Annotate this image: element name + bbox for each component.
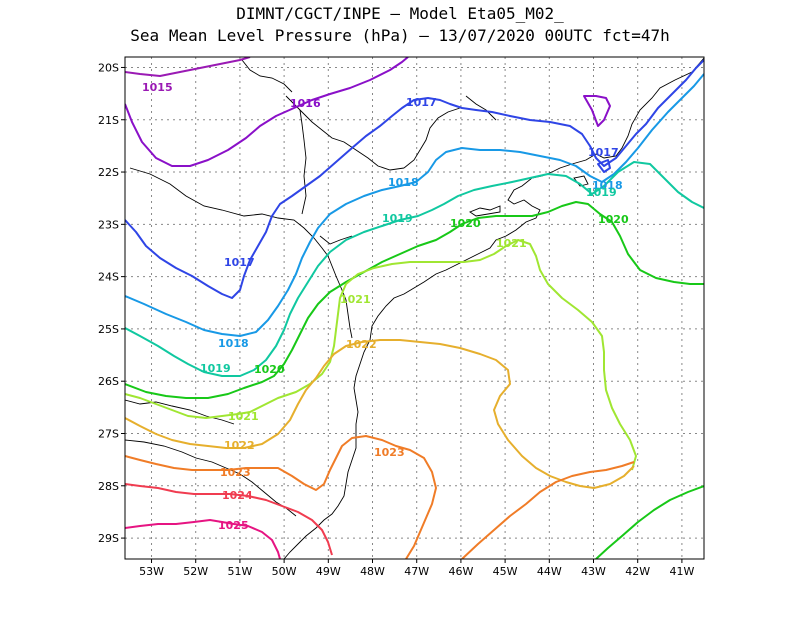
isobar-label-1016: 1016 <box>290 97 321 110</box>
isobar-1017 <box>125 59 704 299</box>
isobar-label-1020c: 1020 <box>254 363 285 376</box>
isobar-1016 <box>125 57 409 167</box>
isobar-label-1015: 1015 <box>142 81 173 94</box>
isobar-label-1018c: 1018 <box>218 337 249 350</box>
isobars <box>125 57 704 559</box>
isobar-label-1019a: 1019 <box>382 212 413 225</box>
isobar-1016b <box>583 95 611 127</box>
y-tick-label: 29S <box>98 532 119 545</box>
y-tick-label: 25S <box>98 323 119 336</box>
y-tick-label: 26S <box>98 375 119 388</box>
x-tick-label: 45W <box>493 565 518 578</box>
isobar-1024 <box>125 483 333 556</box>
isobar-label-1018b: 1018 <box>592 179 623 192</box>
isobar-label-1017a: 1017 <box>406 96 437 109</box>
isobar-label-1022a: 1022 <box>346 338 377 351</box>
isobar-label-1023b: 1023 <box>220 466 251 479</box>
isobar-1018 <box>125 73 704 337</box>
x-tick-label: 47W <box>404 565 429 578</box>
isobar-label-1020b: 1020 <box>598 213 629 226</box>
isobar-1021 <box>125 239 637 471</box>
y-tick-label: 20S <box>98 61 119 74</box>
isobar-label-1019b: 1019 <box>586 186 617 199</box>
isobar-label-1024: 1024 <box>222 489 253 502</box>
y-tick-label: 28S <box>98 480 119 493</box>
y-tick-label: 27S <box>98 428 119 441</box>
isobar-1025 <box>125 519 281 559</box>
isobar-1020 <box>125 201 704 399</box>
y-tick-label: 23S <box>98 218 119 231</box>
isobar-1022 <box>125 339 635 489</box>
isobar-label-1021b: 1021 <box>340 293 371 306</box>
contour-labels: 1015 1016 1017 1017 1017 1018 1018 1018 … <box>142 81 629 532</box>
x-tick-label: 41W <box>669 565 694 578</box>
isobar-label-1018a: 1018 <box>388 176 419 189</box>
y-tick-label: 22S <box>98 166 119 179</box>
isobar-label-1025: 1025 <box>218 519 249 532</box>
plot-frame <box>124 56 705 560</box>
x-tick-label: 50W <box>272 565 297 578</box>
x-tick-label: 48W <box>360 565 385 578</box>
x-tick-label: 42W <box>625 565 650 578</box>
isobar-label-1022b: 1022 <box>224 439 255 452</box>
y-tick-label: 21S <box>98 114 119 127</box>
isobar-1023 <box>125 435 437 559</box>
x-tick-label: 46W <box>448 565 473 578</box>
y-tick-label: 24S <box>98 271 119 284</box>
isobar-label-1021c: 1021 <box>228 410 259 423</box>
isobar-1023b <box>461 461 635 559</box>
isobar-label-1017c: 1017 <box>224 256 255 269</box>
x-tick-label: 53W <box>139 565 164 578</box>
coastline <box>125 57 704 559</box>
isobar-label-1019c: 1019 <box>200 362 231 375</box>
chart-title-line-2: Sea Mean Level Pressure (hPa) – 13/07/20… <box>130 26 670 45</box>
isobar-1017b <box>597 159 611 173</box>
x-tick-label: 51W <box>227 565 252 578</box>
isobar-1019 <box>125 161 704 377</box>
isobar-label-1023a: 1023 <box>374 446 405 459</box>
x-tick-label: 52W <box>183 565 208 578</box>
chart-title-line-1: DIMNT/CGCT/INPE – Model Eta05_M02_ <box>236 4 564 23</box>
plot-area <box>125 57 704 559</box>
isobar-1015 <box>125 57 251 77</box>
x-tick-label: 49W <box>316 565 341 578</box>
isobar-label-1017b: 1017 <box>588 146 619 159</box>
isobar-label-1020a: 1020 <box>450 217 481 230</box>
x-tick-label: 43W <box>581 565 606 578</box>
isobar-label-1021a: 1021 <box>496 237 527 250</box>
x-tick-label: 44W <box>537 565 562 578</box>
axis-ticks: 53W 52W 51W 50W 49W 48W 47W 46W 45W 44W 43W 42W 41W 2… <box>98 61 694 578</box>
grid <box>125 57 704 559</box>
isobar-1020b <box>595 485 704 559</box>
